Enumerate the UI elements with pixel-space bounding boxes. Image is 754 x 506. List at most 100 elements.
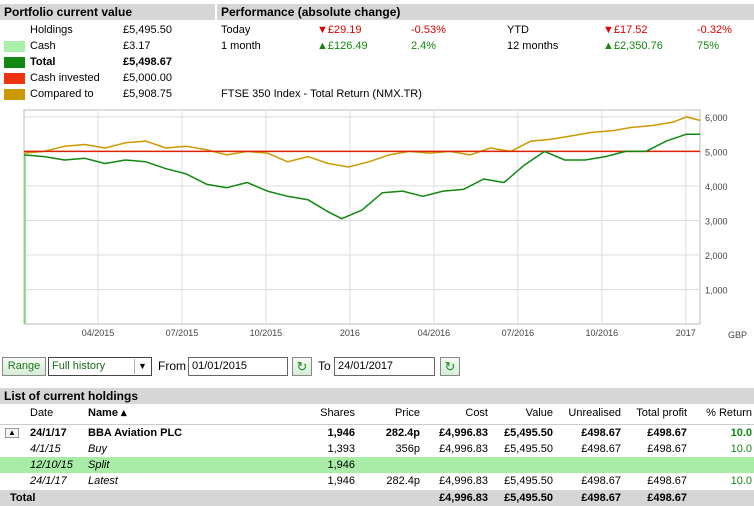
row-profit: £498.67 — [647, 475, 687, 487]
row-return: 10.0 — [730, 427, 752, 439]
col-unrealised[interactable]: Unrealised — [568, 407, 621, 419]
row-profit: £498.67 — [647, 443, 687, 455]
col-date[interactable]: Date — [30, 407, 54, 419]
row-shares: 1,393 — [327, 443, 355, 455]
table-header-row: Date Name ▴ Shares Price Cost Value Unre… — [0, 405, 754, 421]
row-value: £5,495.50 — [504, 443, 553, 455]
chevron-down-icon[interactable]: ▼ — [134, 359, 150, 374]
series-line-compared — [23, 116, 701, 168]
row-price: 282.4p — [385, 427, 420, 439]
holdings-header: List of current holdings — [0, 388, 754, 404]
benchmark-name: FTSE 350 Index - Total Return (NMX.TR) — [221, 88, 422, 100]
total-value: £5,498.67 — [123, 56, 172, 68]
cash-value: £3.17 — [123, 40, 151, 52]
x-tick-label: 04/2015 — [82, 328, 115, 338]
table-row: 4/1/15 Buy 1,393 356p £4,996.83 £5,495.5… — [0, 441, 754, 457]
cash-invested-swatch — [4, 73, 25, 84]
x-tick-label: 10/2016 — [586, 328, 619, 338]
row-return: 10.0 — [730, 475, 752, 487]
month-label: 1 month — [221, 40, 261, 52]
row-price: 356p — [395, 443, 420, 455]
col-name[interactable]: Name ▴ — [88, 407, 127, 419]
total-value: £5,495.50 — [504, 492, 553, 504]
refresh-icon: ↻ — [444, 359, 456, 374]
x-tick-label: 2017 — [676, 328, 696, 338]
to-label: To — [318, 359, 331, 373]
col-shares[interactable]: Shares — [320, 407, 355, 419]
x-tick-label: 07/2015 — [166, 328, 199, 338]
row-shares: 1,946 — [327, 427, 355, 439]
portfolio-chart[interactable]: 1,000 2,000 3,000 4,000 5,000 6,000 04/2015 07/… — [0, 104, 754, 349]
refresh-from-button[interactable]: ↻ — [292, 357, 312, 376]
row-cost: £4,996.83 — [439, 475, 488, 487]
total-label: Total — [30, 56, 56, 68]
y-tick-label: 2,000 — [705, 251, 728, 261]
row-value: £5,495.50 — [504, 475, 553, 487]
y-tick-label: 4,000 — [705, 182, 728, 192]
col-price[interactable]: Price — [394, 407, 420, 419]
table-row: 12/10/15 Split 1,946 — [0, 457, 754, 473]
series-line-total — [23, 133, 700, 220]
year-abs: ▲£2,350.76 — [603, 40, 663, 52]
refresh-to-button[interactable]: ↻ — [440, 357, 460, 376]
year-pct: 75% — [697, 40, 720, 52]
range-select-value: Full history — [52, 360, 106, 372]
down-arrow-icon: ▼ — [603, 24, 614, 36]
total-swatch — [4, 57, 25, 68]
col-return[interactable]: % Return — [706, 407, 752, 419]
up-arrow-icon: ▲ — [317, 40, 328, 52]
row-name: Buy — [88, 443, 107, 455]
x-tick-label: 10/2015 — [250, 328, 283, 338]
holdings-label: Holdings — [30, 24, 73, 36]
range-select[interactable]: Full history ▼ — [48, 357, 152, 376]
down-arrow-icon: ▼ — [317, 24, 328, 36]
row-date: 24/1/17 — [30, 427, 67, 439]
row-shares: 1,946 — [327, 459, 355, 471]
row-profit: £498.67 — [647, 427, 687, 439]
row-unrealised: £498.67 — [581, 475, 621, 487]
performance-header: Performance (absolute change) — [217, 4, 754, 20]
col-cost[interactable]: Cost — [465, 407, 488, 419]
row-name: BBA Aviation PLC — [88, 427, 183, 439]
row-value: £5,495.50 — [504, 427, 553, 439]
ytd-abs: ▼£17.52 — [603, 24, 648, 36]
today-pct: -0.53% — [411, 24, 446, 36]
table-row[interactable]: ▲ 24/1/17 BBA Aviation PLC 1,946 282.4p … — [0, 424, 754, 441]
cash-invested-label: Cash invested — [30, 72, 100, 84]
portfolio-header: Portfolio current value — [0, 4, 215, 20]
col-value[interactable]: Value — [525, 407, 553, 419]
plot-area — [23, 109, 701, 325]
to-date-input[interactable]: 24/01/2017 — [334, 357, 435, 376]
row-unrealised: £498.67 — [581, 443, 621, 455]
row-return: 10.0 — [730, 443, 752, 455]
ytd-label: YTD — [507, 24, 529, 36]
from-label: From — [158, 359, 186, 373]
total-row-label: Total — [10, 492, 36, 504]
cash-swatch — [4, 41, 25, 52]
today-label: Today — [221, 24, 251, 36]
row-name: Latest — [88, 475, 118, 487]
row-name: Split — [88, 459, 110, 471]
range-button[interactable]: Range — [2, 357, 46, 376]
total-row: Total £4,996.83 £5,495.50 £498.67 £498.6… — [0, 490, 754, 506]
table-row: 24/1/17 Latest 1,946 282.4p £4,996.83 £5… — [0, 473, 754, 489]
month-abs: ▲£126.49 — [317, 40, 368, 52]
y-tick-label: 5,000 — [705, 147, 728, 157]
row-cost: £4,996.83 — [439, 427, 488, 439]
row-shares: 1,946 — [327, 475, 355, 487]
row-date: 24/1/17 — [30, 475, 67, 487]
total-cost: £4,996.83 — [439, 492, 488, 504]
today-abs: ▼£29.19 — [317, 24, 362, 36]
y-tick-label: 6,000 — [705, 113, 728, 123]
y-tick-label: 1,000 — [705, 285, 728, 295]
from-date-input[interactable]: 01/01/2015 — [188, 357, 288, 376]
compared-value: £5,908.75 — [123, 88, 172, 100]
collapse-toggle-icon[interactable]: ▲ — [5, 428, 19, 438]
col-total-profit[interactable]: Total profit — [636, 407, 687, 419]
x-tick-label: 2016 — [340, 328, 360, 338]
row-date: 4/1/15 — [30, 443, 61, 455]
x-tick-label: 07/2016 — [502, 328, 535, 338]
unit-label: GBP — [728, 330, 747, 340]
ytd-pct: -0.32% — [697, 24, 732, 36]
cash-invested-value: £5,000.00 — [123, 72, 172, 84]
